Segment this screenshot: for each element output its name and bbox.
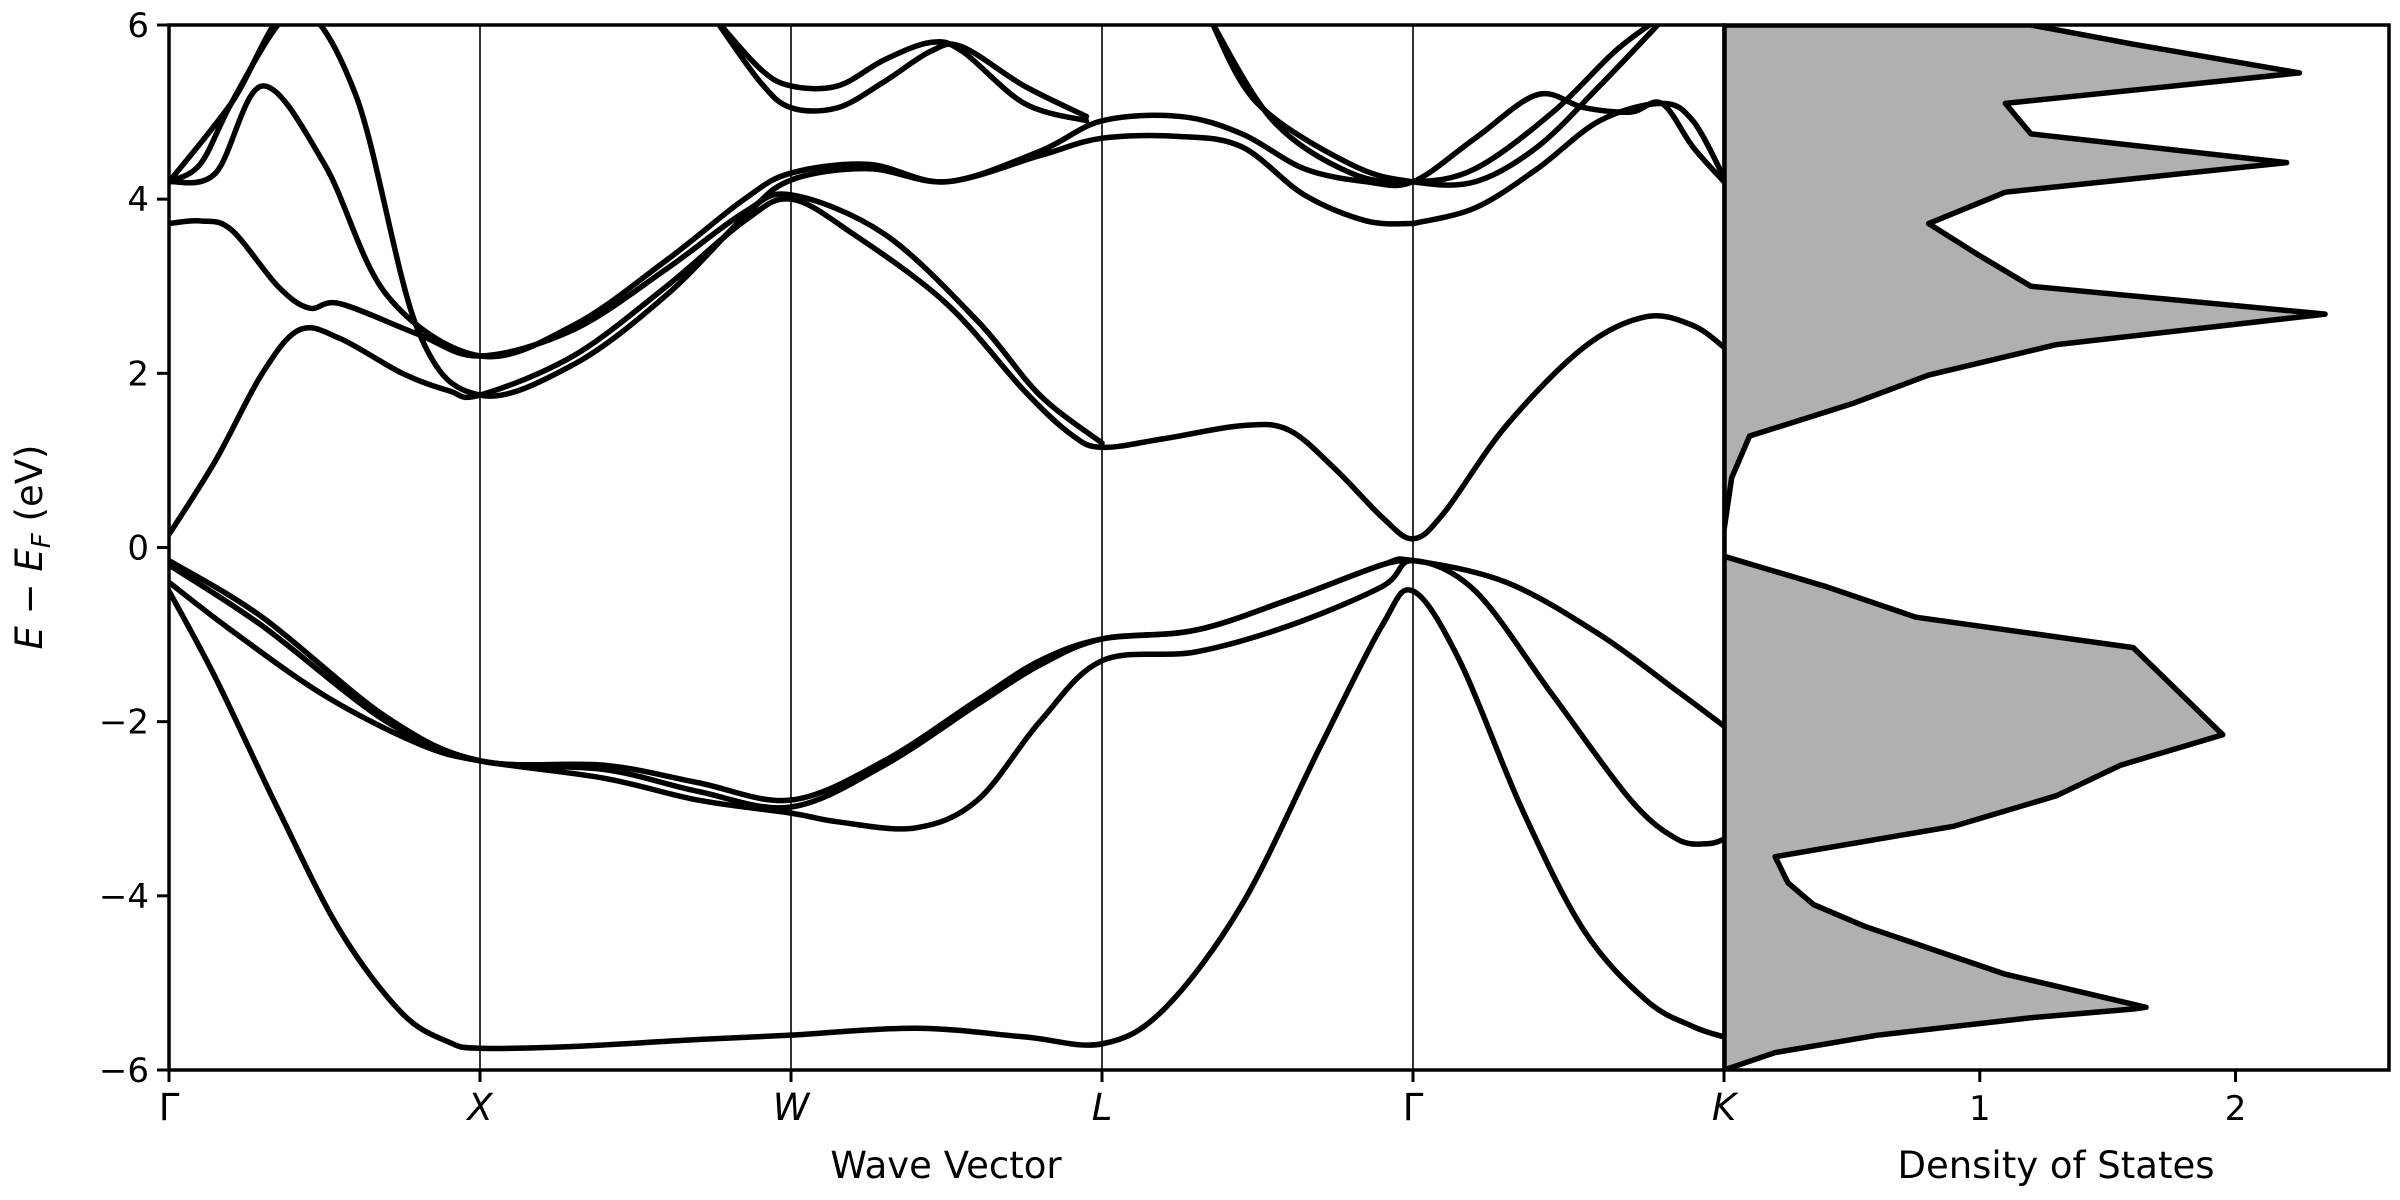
y-tick-label: −6	[99, 1051, 149, 1091]
k-point-label: Γ	[159, 1086, 180, 1129]
band-line-10	[717, 25, 1090, 124]
y-tick-label: 4	[127, 180, 149, 220]
band-line-8	[169, 83, 1724, 360]
band-line-4	[169, 557, 1416, 804]
band-line-7	[169, 25, 1416, 399]
y-tick-label: 6	[127, 6, 149, 46]
k-point-label: Γ	[1403, 1086, 1424, 1129]
band-line-9	[169, 25, 282, 185]
dos-x-tick-label: 1	[1969, 1089, 1991, 1129]
dos-plot-frame	[1722, 23, 2391, 1072]
dos-area	[1724, 25, 2328, 1070]
y-tick-label: 2	[127, 354, 149, 394]
dos-curve	[1724, 25, 2328, 1070]
band-line-1	[169, 587, 1724, 1052]
band-structure-panel: −6 −4 −2 0 2 4 6 Γ X W L Γ K Wave Vector E − EF (eV…	[8, 6, 1739, 1187]
band-line-13	[1209, 25, 1662, 188]
y-tick-label: −4	[99, 877, 149, 917]
band-line-11	[715, 25, 1090, 120]
k-point-label: X	[465, 1086, 494, 1129]
band-line-14	[1410, 100, 1724, 227]
band-line-5	[169, 196, 1724, 542]
band-line-6	[169, 191, 1105, 446]
band-lines	[169, 25, 1724, 1052]
k-point-label: W	[773, 1086, 811, 1129]
dos-x-axis-title: Density of States	[1897, 1144, 2214, 1187]
y-tick-label: 0	[127, 529, 149, 569]
band-line-12	[1210, 25, 1655, 185]
y-axis-ticks: −6 −4 −2 0 2 4 6	[99, 6, 169, 1091]
dos-x-tick-label: 2	[2225, 1089, 2247, 1129]
y-axis-title: E − EF (eV)	[8, 445, 57, 650]
y-tick-label: −2	[99, 703, 149, 743]
x-axis-title: Wave Vector	[830, 1144, 1062, 1187]
k-point-label: L	[1092, 1086, 1113, 1129]
k-point-label: K	[1712, 1086, 1739, 1129]
